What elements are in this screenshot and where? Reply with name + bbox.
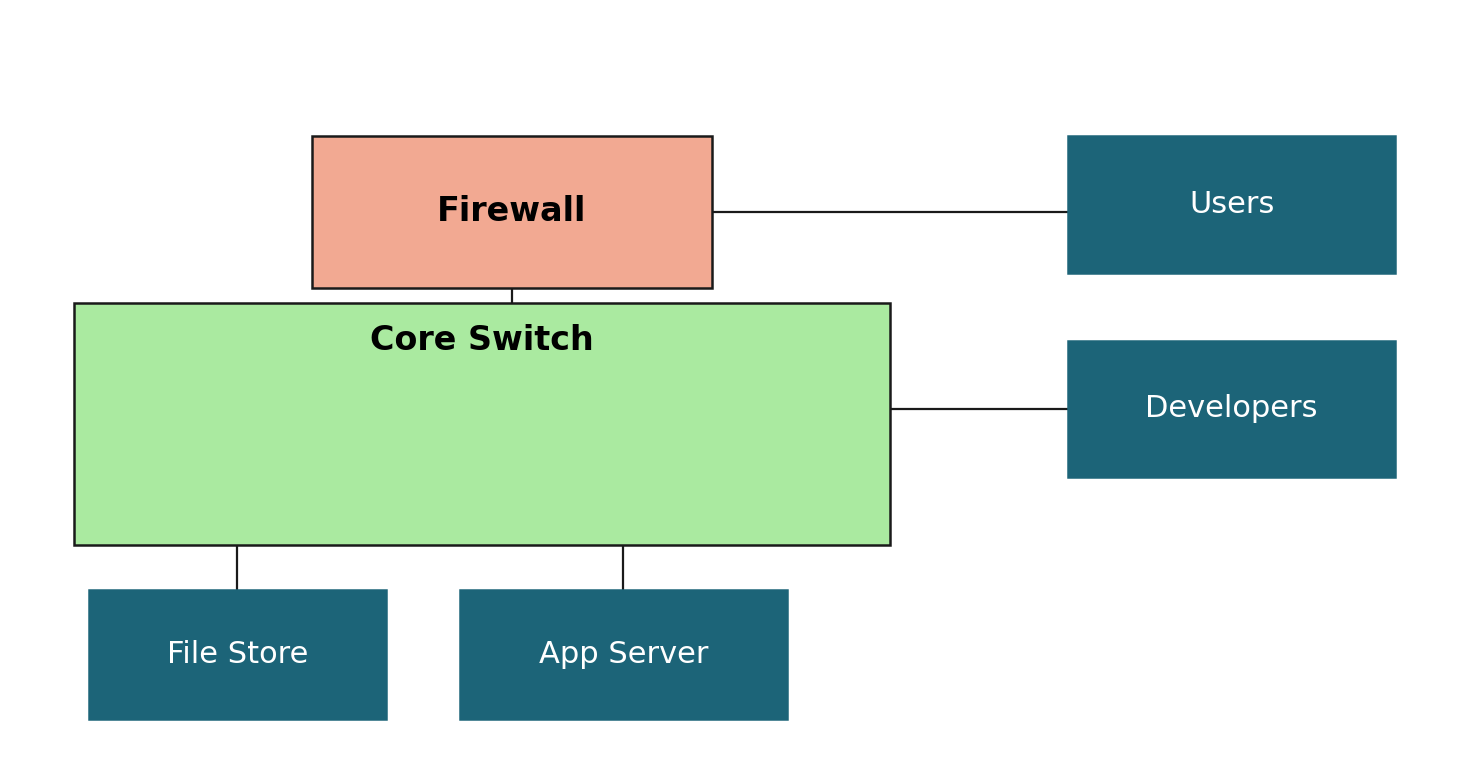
Text: Developers: Developers [1146,394,1318,423]
Text: App Server: App Server [539,640,708,669]
Text: Users: Users [1189,190,1275,219]
FancyBboxPatch shape [1068,341,1395,477]
FancyBboxPatch shape [1068,136,1395,273]
Text: File Store: File Store [166,640,309,669]
FancyBboxPatch shape [74,303,890,545]
Text: Core Switch: Core Switch [371,324,594,357]
FancyBboxPatch shape [89,590,386,719]
FancyBboxPatch shape [312,136,712,288]
FancyBboxPatch shape [460,590,787,719]
Text: Firewall: Firewall [438,195,586,229]
